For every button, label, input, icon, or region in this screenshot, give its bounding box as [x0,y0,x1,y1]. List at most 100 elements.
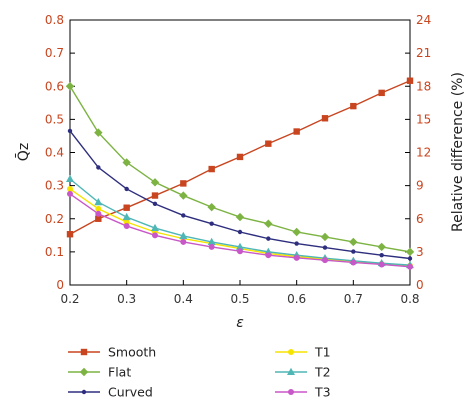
data-point-t2 [66,174,74,182]
data-point-curved [67,128,73,134]
data-point-flat [150,178,160,187]
data-point-curved [351,249,356,254]
legend-item-curved: Curved [68,385,153,400]
y-right-tick-label: 3 [416,245,424,259]
data-point-flat [405,247,415,257]
x-tick-label: 0.7 [344,292,363,306]
data-point-t1 [67,185,73,192]
data-point-smooth [151,192,159,199]
legend-item-t3: T3 [275,385,331,400]
data-point-t1 [95,205,102,212]
data-point-curved [96,165,101,170]
legend-item-t1: T1 [275,345,331,360]
data-point-smooth [321,115,329,122]
data-point-flat [320,232,330,242]
data-point-curved [266,236,271,241]
series-smooth [66,77,414,238]
series-curved [67,128,413,261]
data-point-flat [179,191,188,200]
data-point-flat [292,227,301,237]
data-point-smooth [123,204,130,211]
legend-marker [79,367,89,377]
svg-text:Relative difference (%): Relative difference (%) [450,72,466,232]
x-tick-label: 0.8 [400,292,419,306]
legend-item-t2: T2 [275,365,331,380]
data-point-flat [235,212,245,222]
data-point-curved [209,221,214,226]
y-left-tick-label: 0.6 [45,79,64,93]
data-point-flat [349,237,358,247]
data-point-flat [65,82,75,91]
x-tick-label: 0.5 [230,292,249,306]
svg-text:Q̄z: Q̄z [14,143,32,161]
legend-label: T2 [314,365,331,380]
x-tick-label: 0.4 [174,292,193,306]
data-point-flat [122,158,131,167]
y-left-tick-label: 0.3 [45,179,64,193]
right-axis-title: Relative difference (%) [450,72,466,232]
data-point-curved [294,241,299,246]
series-line-t1 [69,188,411,267]
data-point-curved [407,256,413,261]
data-point-flat [377,242,386,252]
series-line-curved [69,130,411,260]
data-point-smooth [350,102,357,110]
data-point-curved [152,201,158,207]
data-point-smooth [293,128,300,135]
data-point-t3 [237,248,243,255]
x-axis-title: ε [236,315,244,331]
axis-ticks: 00.10.20.30.40.50.60.70.8036912151821240… [45,13,431,306]
data-point-t2 [151,223,159,232]
data-point-t3 [265,252,272,259]
data-point-smooth [236,153,244,161]
data-point-curved [322,245,328,250]
data-point-smooth [66,231,74,238]
legend: Smooth Flat Curved T1 T2 T3 [68,345,331,400]
data-point-curved [181,213,186,218]
left-axis-title: Q̄z [14,143,32,161]
data-point-t3 [152,232,158,239]
data-point-t3 [123,223,130,230]
series-t3 [67,190,413,270]
data-point-smooth [378,89,385,97]
y-left-tick-label: 0.7 [45,46,64,60]
data-point-t2 [236,242,244,250]
legend-marker [80,348,88,356]
y-left-tick-label: 0.4 [45,146,64,160]
data-point-flat [207,202,216,212]
legend-item-flat: Flat [68,365,131,380]
y-right-tick-label: 9 [416,179,424,193]
data-point-curved [379,252,384,258]
legend-marker [287,367,295,375]
x-tick-label: 0.2 [60,292,79,306]
series-t1 [67,185,413,269]
y-right-tick-label: 21 [416,46,431,60]
data-point-smooth [180,180,187,187]
series-layer [65,77,415,270]
data-point-t3 [322,257,328,264]
series-line-flat [69,85,411,253]
y-left-tick-label: 0.5 [45,112,64,126]
data-point-t3 [208,243,215,250]
data-point-t3 [95,210,102,217]
data-point-t3 [293,254,300,261]
x-tick-label: 0.3 [117,292,136,306]
data-point-t2 [94,197,103,206]
y-left-tick-label: 0 [56,278,64,292]
data-point-t2 [122,212,131,221]
data-point-smooth [208,165,215,173]
y-right-tick-label: 6 [416,212,424,226]
legend-marker [81,389,87,395]
data-point-smooth [406,77,414,84]
data-point-t2 [207,237,216,245]
data-point-t3 [378,261,385,268]
data-point-t2 [179,231,188,239]
y-right-tick-label: 12 [416,146,431,160]
y-right-tick-label: 0 [416,278,424,292]
data-point-curved [124,186,129,192]
legend-item-smooth: Smooth [68,345,156,360]
y-right-tick-label: 15 [416,112,431,126]
y-left-tick-label: 0.1 [45,245,64,259]
data-point-t3 [67,190,73,197]
